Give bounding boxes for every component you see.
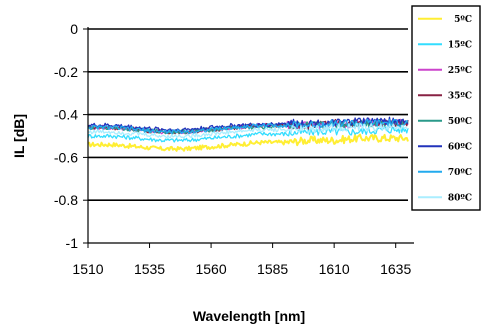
x-tick-label-2: 1560 xyxy=(195,261,226,277)
legend-label-6: 70ºC xyxy=(448,168,472,178)
x-tick-label-0: 1510 xyxy=(72,261,103,277)
y-axis-title: IL [dB] xyxy=(11,114,27,158)
legend-label-7: 80ºC xyxy=(448,193,472,203)
grid-layer xyxy=(88,28,408,201)
y-tick-label-0: 0 xyxy=(70,21,78,37)
x-tick-label-4: 1610 xyxy=(319,261,350,277)
legend-label-3: 35ºC xyxy=(448,91,472,101)
series-line-0 xyxy=(87,133,409,152)
x-tick-label-3: 1585 xyxy=(257,261,288,277)
series-line-7 xyxy=(87,123,409,139)
legend: 5ºC 15ºC 25ºC 35ºC 50ºC 60ºC 70ºC 80ºC xyxy=(411,5,481,211)
y-tick-label-2: -0.4 xyxy=(54,107,78,123)
x-axis-title: Wavelength [nm] xyxy=(193,308,305,324)
legend-label-2: 25ºC xyxy=(448,66,472,76)
y-tick-label-5: -1 xyxy=(66,235,79,251)
legend-label-0: 5ºC xyxy=(454,15,472,25)
y-tick-label-3: -0.6 xyxy=(54,149,78,165)
series-line-1 xyxy=(87,125,409,143)
x-tick-label-1: 1535 xyxy=(134,261,165,277)
y-tick-label-4: -0.8 xyxy=(54,192,78,208)
x-tick-label-5: 1635 xyxy=(380,261,411,277)
series-line-6 xyxy=(87,118,409,135)
legend-label-5: 60ºC xyxy=(448,142,472,152)
axis-layer: 0 -0.2 -0.4 -0.6 -0.8 -1 1510 1535 1560 1585 1610 1… xyxy=(54,21,414,277)
legend-box xyxy=(411,5,481,211)
series-line-5 xyxy=(87,116,409,133)
y-tick-label-1: -0.2 xyxy=(54,64,78,80)
series-layer xyxy=(87,116,409,152)
legend-label-4: 50ºC xyxy=(448,117,472,127)
legend-label-1: 15ºC xyxy=(448,40,472,50)
